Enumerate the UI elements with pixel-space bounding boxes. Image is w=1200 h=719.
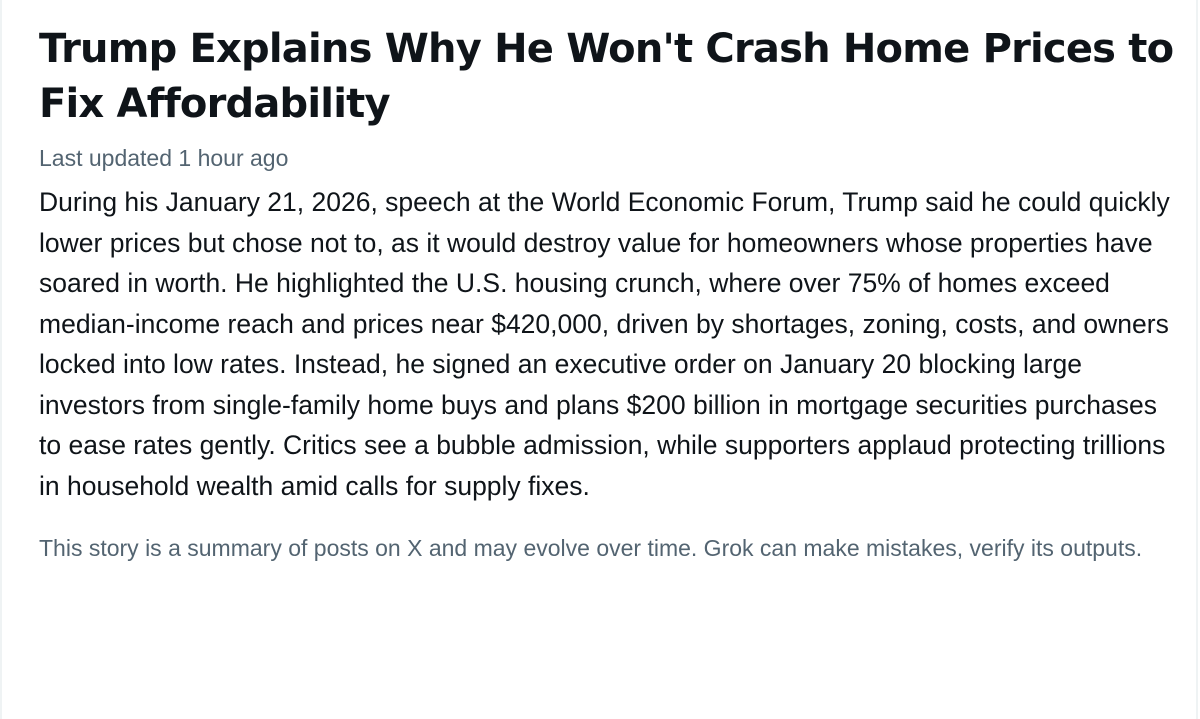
last-updated-timestamp: Last updated 1 hour ago xyxy=(39,145,289,171)
grok-disclaimer: This story is a summary of posts on X an… xyxy=(39,535,1143,561)
story-headline: Trump Explains Why He Won't Crash Home P… xyxy=(39,26,1174,127)
story-content: Trump Explains Why He Won't Crash Home P… xyxy=(39,22,1174,564)
story-summary: During his January 21, 2026, speech at t… xyxy=(39,187,1170,501)
